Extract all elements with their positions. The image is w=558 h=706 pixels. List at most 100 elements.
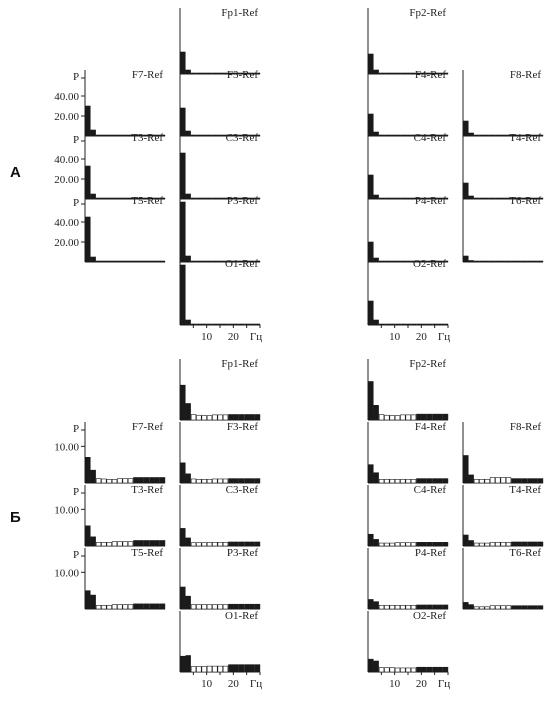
spectrum-bar [416,542,422,547]
spectrum-bar [154,197,160,200]
spectrum-bar [159,477,166,484]
spectrum-bar [206,260,213,263]
spectrum-bar [532,478,538,484]
spectrum-bar [426,478,433,484]
spectrum-bar [432,197,438,200]
spectrum-bar [426,604,433,610]
plot-a-f7-ref: F7-Ref [84,69,166,137]
spectrum-bar [442,260,449,263]
spectrum-bar [463,255,469,263]
spectrum-bar [233,541,239,547]
spectrum-bar [143,477,150,484]
x-unit-label: Гц [250,678,262,690]
spectrum-bar [389,260,395,263]
spectrum-bar [368,300,374,326]
spectrum-bar [196,260,202,263]
spectrum-bar [143,134,150,137]
spectrum-bar [421,72,427,75]
channel-label: Fp1-Ref [221,7,258,19]
spectrum-bar [85,457,91,484]
panel-b-plots: Fp1-Ref Fp2-Ref F7-Ref F3-Ref F4-Ref F8-Ref T3… [54,358,544,690]
spectrum-bar [405,197,411,200]
spectrum-bar [228,197,234,200]
channel-label: F8-Ref [510,69,542,81]
spectrum-bar [228,478,234,484]
spectrum-bar [416,413,422,421]
spectrum-bar [154,477,160,484]
spectrum-bar [368,113,374,137]
spectrum-bar [389,605,395,610]
spectrum-bar [463,182,469,200]
spectrum-bar [244,323,250,326]
x-tick-label: 10 [389,678,401,690]
spectrum-bar [384,134,390,137]
spectrum-bar [410,542,417,547]
spectrum-bar [185,537,191,547]
spectrum-bar [500,134,506,137]
y-tick-label: 20.00 [54,111,79,123]
spectrum-bar [249,414,255,421]
channel-label: P4-Ref [415,195,447,207]
spectrum-bar [378,479,385,484]
spectrum-bar [85,216,91,263]
spectrum-bar [505,134,512,137]
spectrum-bar [511,605,517,610]
spectrum-bar [217,414,223,421]
spectrum-bar [222,414,229,421]
spectrum-bar [426,72,433,75]
plot-a-p4-ref: P4-Ref [367,195,449,263]
spectrum-bar [180,384,186,421]
spectrum-bar [437,542,443,547]
channel-label: F8-Ref [510,421,542,433]
spectrum-bar [421,542,427,547]
spectrum-bar [149,134,155,137]
spectrum-bar [489,477,496,484]
spectrum-bar [537,478,544,484]
spectrum-bar [405,667,411,673]
spectrum-bar [190,542,197,547]
spectrum-bar [527,197,533,200]
spectrum-bar [442,478,449,484]
spectrum-bar [378,260,385,263]
spectrum-bar [368,174,374,200]
spectrum-bar [500,542,506,547]
x-unit-label: Гц [438,331,450,343]
spectrum-bar [410,72,417,75]
channel-label: P3-Ref [227,195,259,207]
spectrum-bar [421,604,427,610]
spectrum-bar [495,605,501,610]
spectrum-bar [149,197,155,200]
spectrum-bar [432,323,438,326]
channel-label: T4-Ref [509,484,541,496]
spectrum-bar [133,197,139,200]
channel-label: T6-Ref [509,547,541,559]
spectrum-bar [180,107,186,137]
spectrum-bar [254,134,261,137]
spectrum-bar [384,260,390,263]
spectrum-bar [212,665,218,673]
spectrum-bar [222,478,229,484]
spectrum-bar [228,134,234,137]
spectrum-bar [442,413,449,421]
spectrum-bar [196,197,202,200]
spectrum-bar [505,477,512,484]
spectrum-bar [521,541,528,547]
spectrum-bar [384,72,390,75]
spectrum-bar [238,603,245,610]
spectrum-bar [217,134,223,137]
spectrum-bar [532,605,538,610]
spectrum-bar [212,260,218,263]
channel-label: F3-Ref [227,421,259,433]
spectrum-bar [159,260,166,263]
spectrum-bar [249,478,255,484]
spectrum-bar [368,599,374,610]
spectrum-bar [416,134,422,137]
spectrum-bar [244,134,250,137]
spectrum-bar [389,667,395,673]
spectrum-bar [394,260,401,263]
spectrum-bar [432,478,438,484]
y-tick-label: 40.00 [54,154,79,166]
channel-label: Fp2-Ref [409,7,446,19]
spectrum-bar [378,323,385,326]
